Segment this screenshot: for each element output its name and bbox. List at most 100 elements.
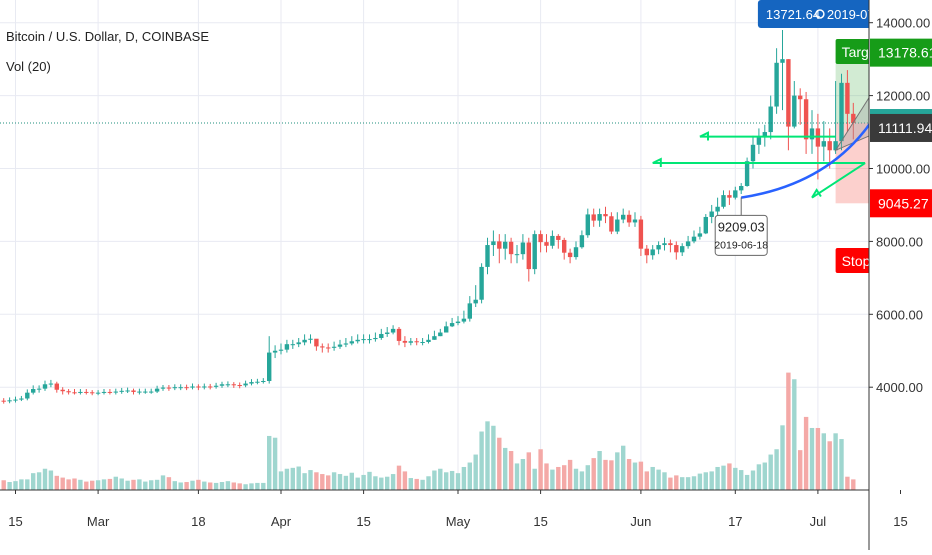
volume-bar [308, 470, 313, 490]
candle-body [225, 384, 231, 386]
high-callout [757, 0, 884, 28]
lower-arrow-head [652, 157, 662, 167]
volume-bar [402, 471, 408, 490]
dark-price-tag-box [870, 113, 932, 142]
volume-bar [739, 470, 744, 490]
volume-bar [337, 474, 343, 490]
volume-bar [190, 480, 195, 490]
candle-body [84, 391, 89, 393]
candle-body [503, 241, 508, 249]
candle-body [278, 349, 284, 351]
candle-body [25, 392, 30, 399]
volume-bar [202, 481, 207, 490]
candle-body [101, 391, 107, 393]
volume-bar [744, 474, 750, 490]
price-tick-label: 6000.00 [876, 307, 923, 322]
volume-bar [36, 472, 42, 490]
volume-bar [361, 474, 366, 490]
candle-body [703, 216, 708, 234]
candle-body [526, 242, 531, 270]
candle-body [349, 341, 354, 344]
candle-body [284, 344, 290, 350]
candle-body [668, 243, 673, 246]
candle-body [31, 389, 36, 393]
volume-bar [792, 379, 797, 490]
volume-bar [272, 437, 278, 490]
volume-bar [7, 482, 12, 490]
volume-bar [314, 472, 319, 490]
volume-bar [396, 465, 402, 490]
candle-body [697, 233, 703, 237]
candle-body [845, 82, 850, 114]
candle-body [202, 386, 207, 388]
price-tick-label: 14000.00 [876, 16, 930, 31]
volume-bar [131, 479, 136, 490]
candle-body [691, 236, 697, 242]
candle-body [809, 128, 815, 140]
volume-bar [284, 468, 290, 490]
candle-body [261, 381, 266, 383]
candle-body [320, 346, 325, 348]
candle-body [178, 387, 183, 389]
candle-body [449, 323, 455, 327]
volume-bar [343, 475, 349, 490]
candle-body [514, 254, 520, 256]
candle-body [591, 214, 596, 221]
candle-body [786, 59, 791, 127]
clock-icon [815, 9, 825, 19]
candle-body [762, 132, 767, 138]
candle-body [48, 383, 54, 385]
volume-bar [19, 479, 24, 490]
volume-bar [290, 467, 295, 490]
volume-bar [267, 435, 272, 490]
volume-bar [803, 416, 809, 490]
volume-bar [90, 480, 95, 490]
volume-bar [762, 462, 767, 490]
candle-body [160, 387, 166, 389]
candle-body [137, 391, 142, 393]
candle-body [331, 346, 337, 348]
volume-bar [497, 437, 502, 490]
candle-body [361, 339, 366, 341]
volume-bar [72, 478, 77, 490]
volume-bar [373, 476, 378, 490]
candle-body [414, 341, 419, 343]
candle-body [249, 382, 254, 384]
volume-bar [95, 480, 101, 490]
candle-body [544, 242, 549, 246]
volume-bar [125, 480, 130, 490]
volume-bar [709, 471, 714, 490]
candle-body [308, 338, 313, 340]
volume-bar [107, 478, 113, 490]
candle-body [131, 390, 136, 392]
volume-bar [585, 465, 590, 490]
time-tick-label: Jun [630, 514, 651, 529]
candle-body [42, 384, 48, 389]
candle-body [461, 318, 467, 322]
time-tick-label: May [446, 514, 471, 529]
candle-body [739, 185, 744, 191]
candle-body [426, 339, 431, 343]
volume-bar [54, 475, 59, 490]
volume-bar [721, 465, 726, 490]
volume-bar [839, 439, 844, 490]
candle-body [379, 333, 384, 338]
candle-body [774, 62, 779, 107]
low-callout-price: 9209.03 [718, 219, 765, 234]
candle-body [650, 249, 655, 256]
candle-body [54, 383, 59, 390]
candle-body [827, 141, 832, 151]
volume-bar [249, 483, 254, 490]
volume-bar [278, 471, 284, 490]
volume-bar [42, 468, 48, 490]
indicator-label: Vol (20) [6, 59, 51, 74]
volume-bar [261, 482, 266, 490]
candle-body [72, 392, 77, 394]
candle-body [272, 350, 278, 353]
volume-bar [166, 477, 172, 490]
volume-bar [455, 473, 461, 490]
candle-body [390, 328, 396, 333]
volume-bar [756, 464, 762, 490]
